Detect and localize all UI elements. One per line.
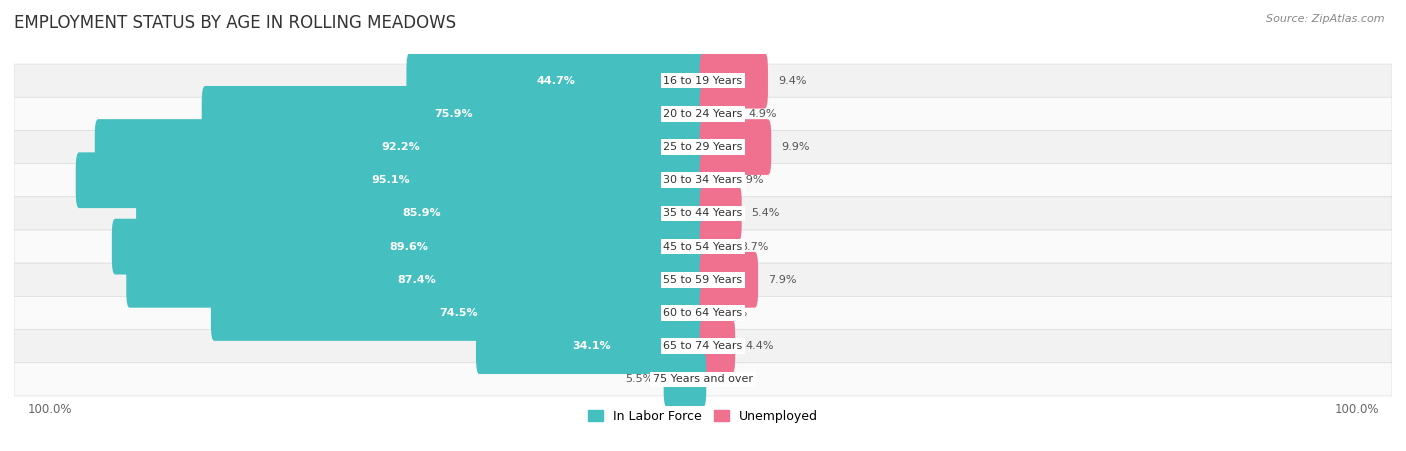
FancyBboxPatch shape xyxy=(700,219,731,275)
Text: 45 to 54 Years: 45 to 54 Years xyxy=(664,242,742,252)
Text: 60 to 64 Years: 60 to 64 Years xyxy=(664,308,742,318)
Text: 9.9%: 9.9% xyxy=(782,142,810,152)
Text: 95.1%: 95.1% xyxy=(371,175,411,185)
FancyBboxPatch shape xyxy=(14,230,1392,263)
FancyBboxPatch shape xyxy=(14,130,1392,164)
Text: EMPLOYMENT STATUS BY AGE IN ROLLING MEADOWS: EMPLOYMENT STATUS BY AGE IN ROLLING MEAD… xyxy=(14,14,456,32)
FancyBboxPatch shape xyxy=(700,185,742,241)
Text: 34.1%: 34.1% xyxy=(572,341,610,351)
Text: 5.4%: 5.4% xyxy=(752,208,780,218)
Text: 25 to 29 Years: 25 to 29 Years xyxy=(664,142,742,152)
Text: 7.9%: 7.9% xyxy=(768,275,796,285)
Text: 35 to 44 Years: 35 to 44 Years xyxy=(664,208,742,218)
Text: 30 to 34 Years: 30 to 34 Years xyxy=(664,175,742,185)
Text: 4.9%: 4.9% xyxy=(748,109,776,119)
FancyBboxPatch shape xyxy=(112,219,706,275)
FancyBboxPatch shape xyxy=(14,363,1392,396)
FancyBboxPatch shape xyxy=(14,330,1392,363)
FancyBboxPatch shape xyxy=(14,296,1392,330)
Text: 85.9%: 85.9% xyxy=(402,208,440,218)
FancyBboxPatch shape xyxy=(211,285,706,341)
Text: 20 to 24 Years: 20 to 24 Years xyxy=(664,109,742,119)
Text: 5.5%: 5.5% xyxy=(626,374,654,384)
FancyBboxPatch shape xyxy=(700,285,710,341)
FancyBboxPatch shape xyxy=(700,252,758,308)
Text: 4.4%: 4.4% xyxy=(745,341,773,351)
FancyBboxPatch shape xyxy=(201,86,706,142)
FancyBboxPatch shape xyxy=(14,197,1392,230)
FancyBboxPatch shape xyxy=(700,318,735,374)
FancyBboxPatch shape xyxy=(76,152,706,208)
Text: 89.6%: 89.6% xyxy=(389,242,429,252)
Text: 87.4%: 87.4% xyxy=(396,275,436,285)
Text: 0.0%: 0.0% xyxy=(716,374,744,384)
Text: 65 to 74 Years: 65 to 74 Years xyxy=(664,341,742,351)
Text: 2.9%: 2.9% xyxy=(735,175,763,185)
FancyBboxPatch shape xyxy=(14,64,1392,97)
Text: 75.9%: 75.9% xyxy=(434,109,474,119)
FancyBboxPatch shape xyxy=(406,53,706,109)
FancyBboxPatch shape xyxy=(14,97,1392,130)
FancyBboxPatch shape xyxy=(700,86,738,142)
FancyBboxPatch shape xyxy=(700,152,725,208)
Text: 92.2%: 92.2% xyxy=(381,142,420,152)
Text: 44.7%: 44.7% xyxy=(537,76,576,86)
FancyBboxPatch shape xyxy=(700,53,768,109)
FancyBboxPatch shape xyxy=(700,119,772,175)
Text: 9.4%: 9.4% xyxy=(778,76,806,86)
Text: 55 to 59 Years: 55 to 59 Years xyxy=(664,275,742,285)
Text: 16 to 19 Years: 16 to 19 Years xyxy=(664,76,742,86)
FancyBboxPatch shape xyxy=(127,252,706,308)
Text: 0.5%: 0.5% xyxy=(720,308,748,318)
FancyBboxPatch shape xyxy=(477,318,706,374)
Legend: In Labor Force, Unemployed: In Labor Force, Unemployed xyxy=(583,405,823,428)
FancyBboxPatch shape xyxy=(136,185,706,241)
Text: 3.7%: 3.7% xyxy=(741,242,769,252)
FancyBboxPatch shape xyxy=(94,119,706,175)
FancyBboxPatch shape xyxy=(14,263,1392,296)
Text: 74.5%: 74.5% xyxy=(439,308,478,318)
Text: 75 Years and over: 75 Years and over xyxy=(652,374,754,384)
Text: 100.0%: 100.0% xyxy=(1334,403,1379,415)
FancyBboxPatch shape xyxy=(664,351,706,407)
Text: 100.0%: 100.0% xyxy=(27,403,72,415)
Text: Source: ZipAtlas.com: Source: ZipAtlas.com xyxy=(1267,14,1385,23)
FancyBboxPatch shape xyxy=(14,164,1392,197)
